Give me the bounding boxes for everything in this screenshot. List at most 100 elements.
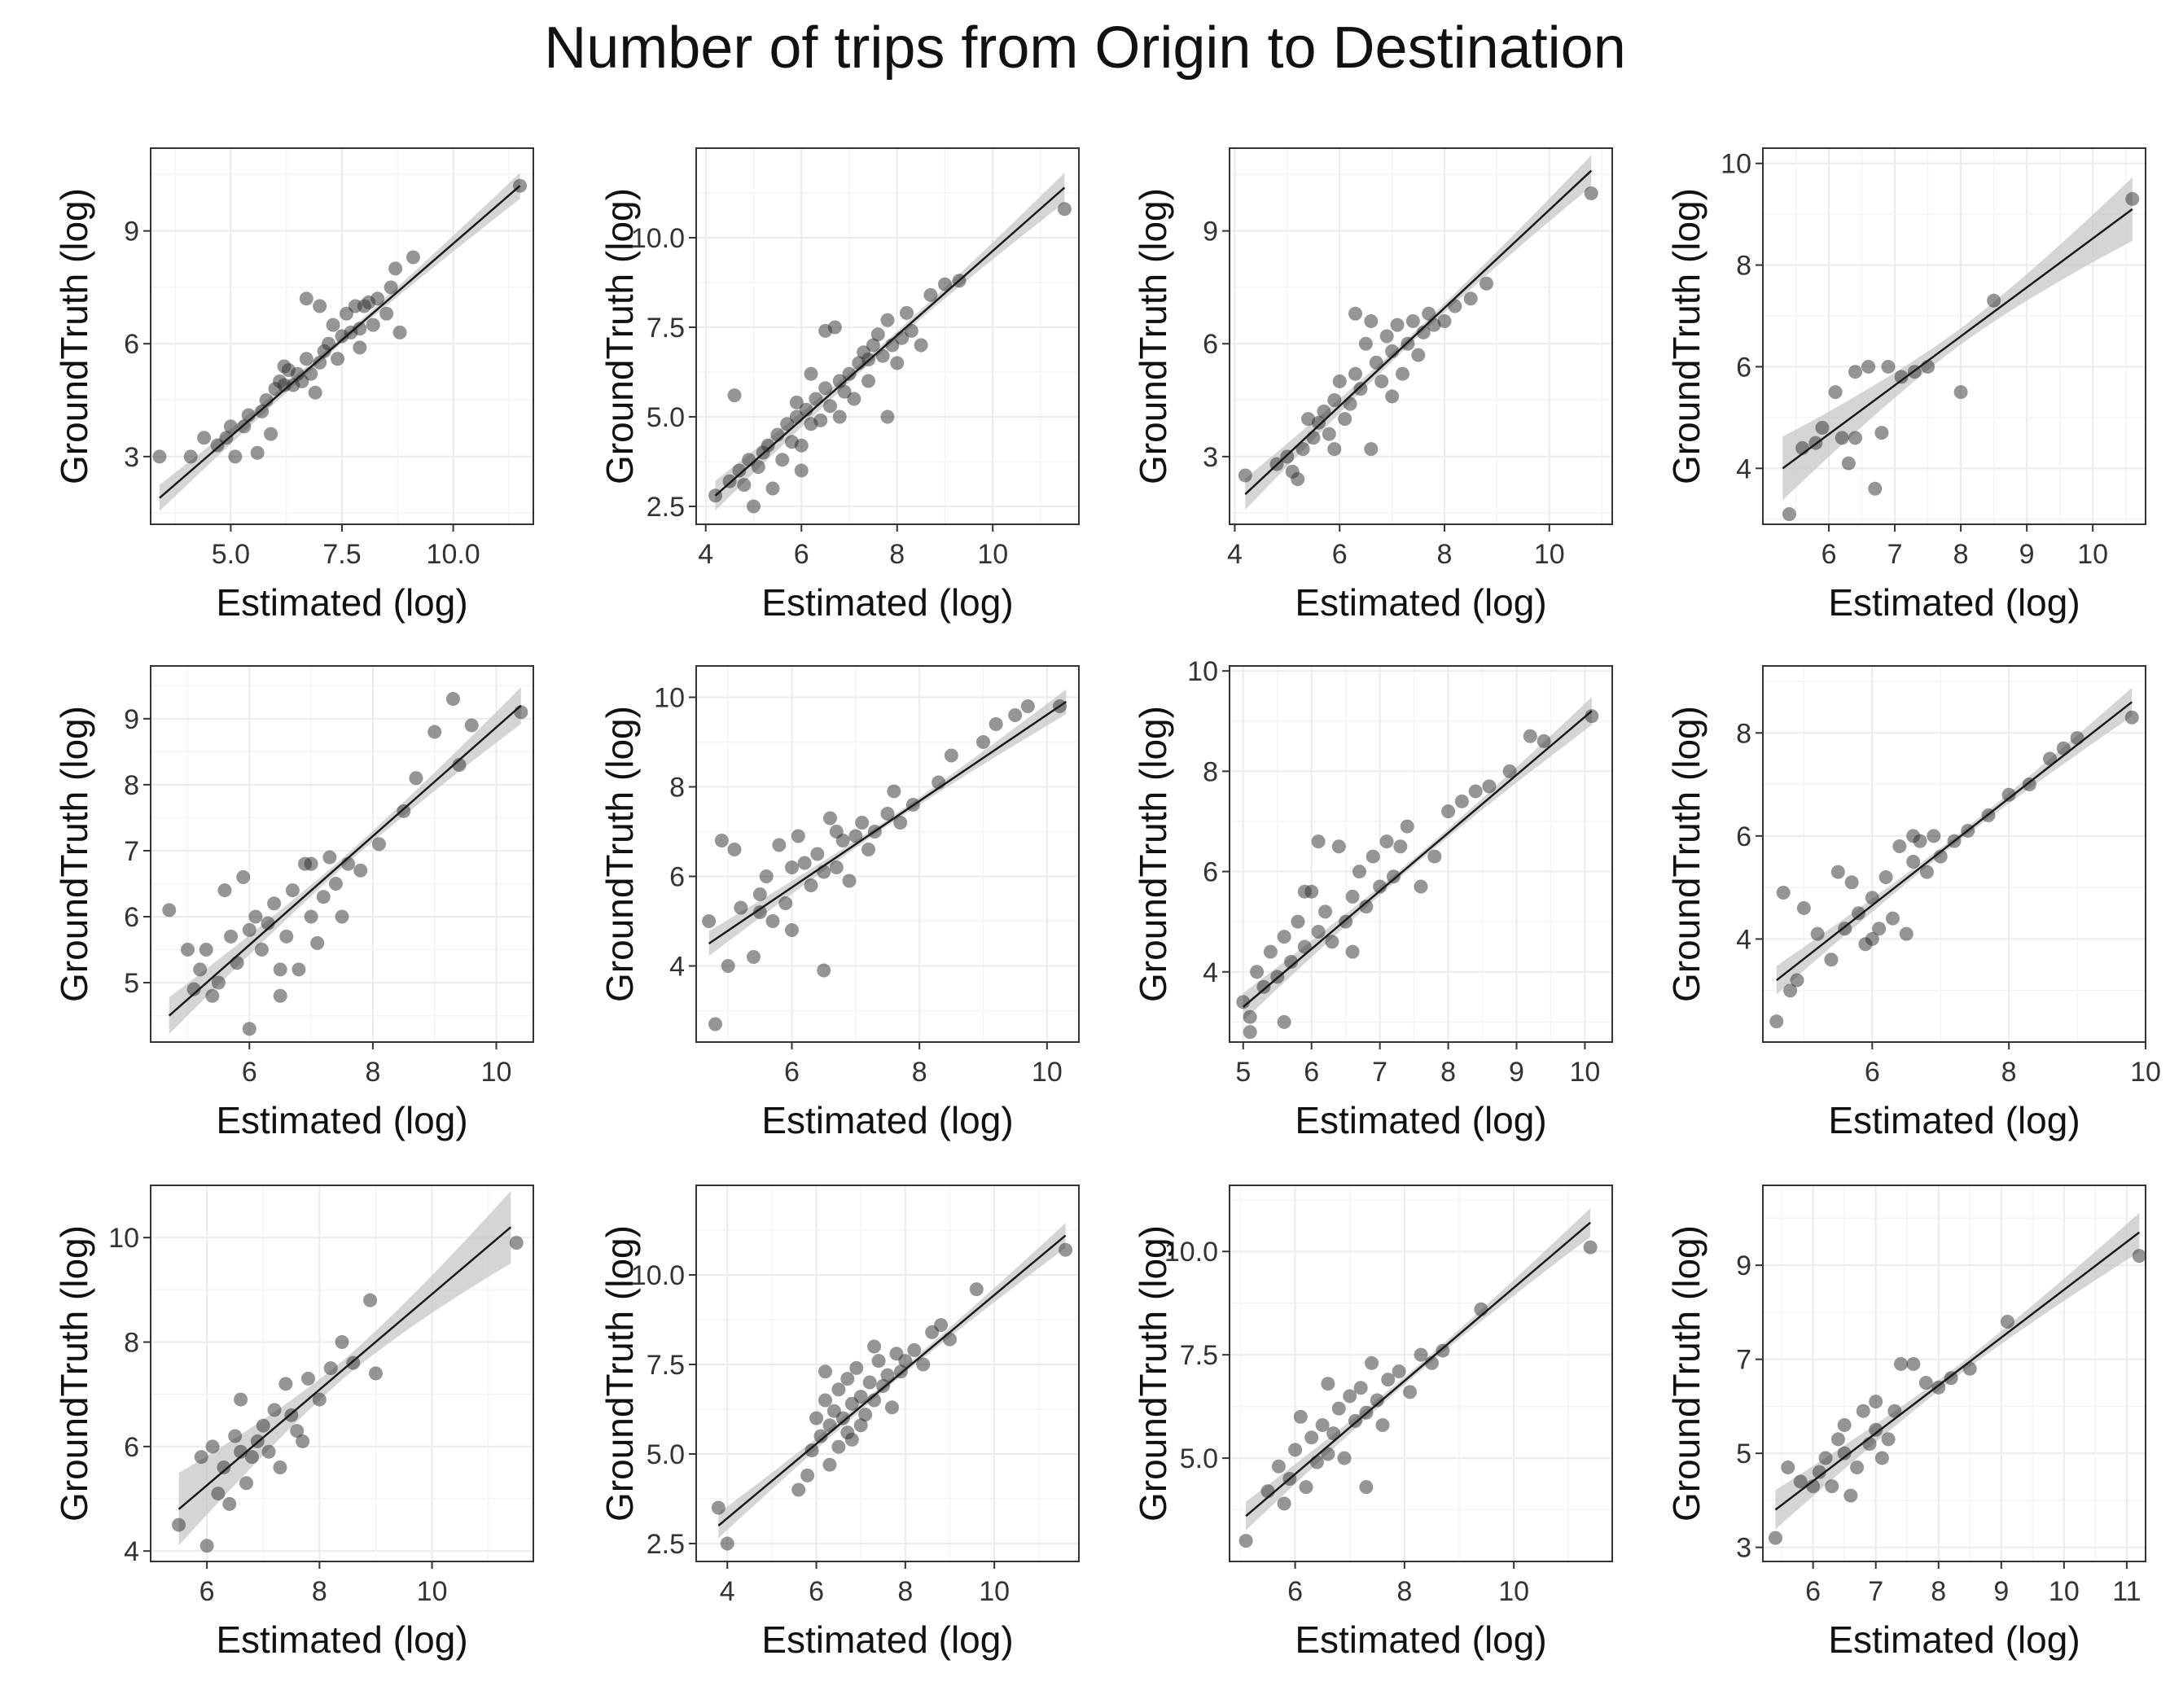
data-point <box>370 291 385 306</box>
y-tick-label: 6 <box>124 1432 139 1463</box>
y-tick-label: 8 <box>669 773 685 804</box>
data-point <box>893 816 908 830</box>
x-tick-label: 9 <box>2019 539 2035 570</box>
data-point <box>1284 954 1299 969</box>
data-point <box>1843 1488 1858 1503</box>
data-point <box>708 1017 722 1031</box>
data-point <box>1416 325 1431 339</box>
x-tick-label: 11 <box>2112 1576 2141 1607</box>
data-point <box>1353 382 1368 396</box>
y-tick-label: 10.0 <box>631 1260 685 1291</box>
data-point <box>772 838 787 852</box>
data-point <box>1345 944 1360 959</box>
data-point <box>1343 1389 1357 1404</box>
data-point <box>794 463 809 478</box>
data-point <box>1238 468 1252 483</box>
x-tick-label: 6 <box>1332 539 1348 570</box>
data-point <box>304 366 318 381</box>
data-point <box>1318 904 1332 919</box>
figure-title: Number of trips from Origin to Destinati… <box>544 15 1626 81</box>
x-tick-label: 7 <box>1868 1576 1883 1607</box>
data-point <box>1331 839 1346 854</box>
data-point <box>890 356 905 370</box>
data-point <box>1953 385 1968 400</box>
data-point <box>1815 420 1830 435</box>
data-point <box>1322 427 1336 441</box>
data-point <box>817 865 831 879</box>
data-point <box>1828 385 1843 400</box>
data-point <box>1338 412 1352 427</box>
y-tick-label: 7.5 <box>647 1350 685 1381</box>
data-point <box>1403 1385 1418 1399</box>
x-tick-label: 8 <box>912 1057 927 1088</box>
data-point <box>219 431 234 445</box>
y-tick-label: 6 <box>1203 857 1218 888</box>
data-point <box>1306 431 1321 445</box>
data-point <box>278 1377 293 1391</box>
data-point <box>299 352 313 366</box>
data-point <box>1987 293 2001 308</box>
x-tick-label: 10 <box>2049 1576 2080 1607</box>
data-point <box>976 735 990 749</box>
data-point <box>353 322 367 336</box>
y-axis-label: GroundTruth (log) <box>598 1225 641 1522</box>
x-axis-label: Estimated (log) <box>1828 581 2080 624</box>
data-point <box>823 811 837 826</box>
data-point <box>858 1408 873 1422</box>
data-point <box>1818 1451 1833 1465</box>
x-tick-label: 10 <box>1032 1057 1063 1088</box>
data-point <box>267 1403 282 1417</box>
data-point <box>1868 481 1883 496</box>
data-point <box>1243 1025 1257 1040</box>
data-point <box>794 438 809 453</box>
data-point <box>1375 1417 1390 1432</box>
data-point <box>1331 1401 1346 1416</box>
data-point <box>1256 979 1271 994</box>
data-point <box>837 384 852 399</box>
scatter-panel-9: 6 8 10 4 6 8 10 Estimated (log) GroundTruth (log… <box>53 1185 534 1661</box>
data-point <box>765 481 780 496</box>
regression-line <box>708 700 1067 945</box>
data-point <box>199 943 213 957</box>
regression-line <box>1776 701 2133 982</box>
data-point <box>1523 729 1537 743</box>
data-point <box>1359 1480 1374 1495</box>
y-tick-label: 4 <box>124 1536 139 1567</box>
data-point <box>1393 839 1408 854</box>
data-point <box>747 950 761 964</box>
data-point <box>313 299 327 313</box>
data-point <box>228 449 243 464</box>
data-point <box>855 816 870 830</box>
data-point <box>1301 412 1316 427</box>
data-point <box>817 963 831 978</box>
y-axis-label: GroundTruth (log) <box>53 706 95 1002</box>
data-point <box>702 914 717 928</box>
x-tick-label: 10 <box>2077 539 2108 570</box>
data-point <box>363 1293 378 1307</box>
data-point <box>1825 1479 1839 1494</box>
data-point <box>1479 276 1493 291</box>
data-point <box>721 959 735 973</box>
data-point <box>711 1500 726 1515</box>
data-point <box>1894 1356 1909 1371</box>
data-point <box>737 478 752 493</box>
y-axis-label: GroundTruth (log) <box>598 188 641 484</box>
data-point <box>880 409 895 424</box>
y-axis-label: GroundTruth (log) <box>1665 706 1708 1002</box>
data-point <box>1414 1347 1428 1362</box>
data-point <box>379 306 394 321</box>
data-point <box>1931 1380 1946 1395</box>
y-tick-label: 7 <box>124 836 139 867</box>
y-tick-label: 9 <box>1203 217 1218 247</box>
data-point <box>392 325 407 339</box>
data-point <box>236 869 251 884</box>
data-point <box>368 1366 383 1381</box>
data-point <box>211 1487 226 1501</box>
y-tick-label: 6 <box>1736 821 1751 852</box>
data-point <box>1933 849 1948 864</box>
data-point <box>809 1411 824 1426</box>
panel-border <box>1229 665 1613 1043</box>
data-point <box>1379 834 1394 849</box>
data-point <box>1782 507 1796 522</box>
data-point <box>1906 854 1921 869</box>
